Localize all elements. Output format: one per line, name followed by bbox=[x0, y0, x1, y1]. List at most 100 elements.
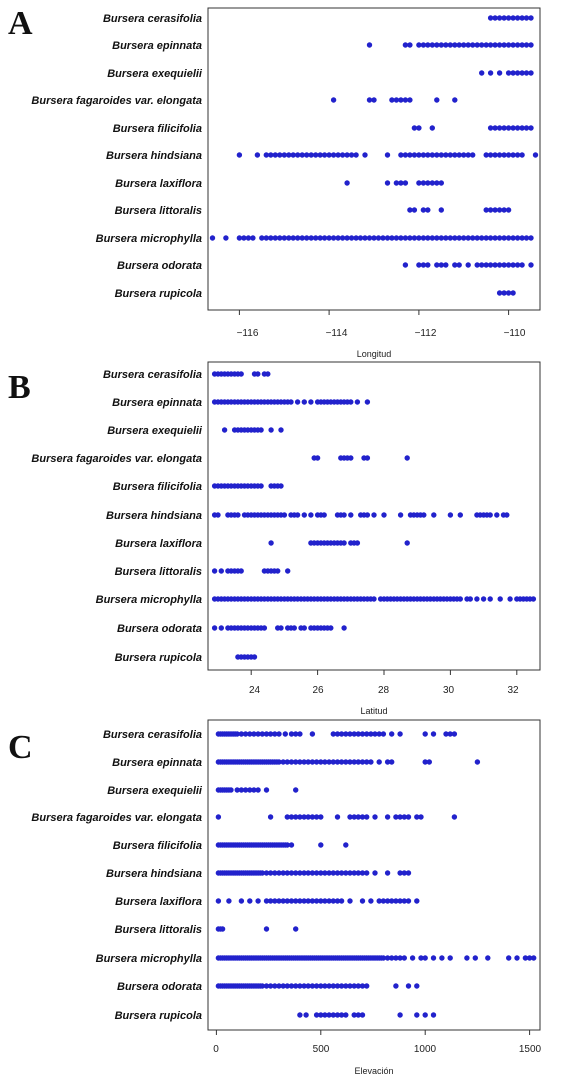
data-point bbox=[343, 983, 349, 989]
data-point bbox=[355, 731, 361, 737]
data-point bbox=[405, 898, 412, 904]
data-point bbox=[322, 870, 328, 876]
data-point bbox=[492, 15, 498, 21]
data-point bbox=[305, 983, 311, 989]
data-point bbox=[397, 955, 403, 961]
data-point bbox=[284, 842, 290, 848]
data-point bbox=[330, 731, 336, 737]
data-point bbox=[411, 152, 418, 158]
data-point bbox=[514, 235, 521, 241]
data-point bbox=[470, 152, 476, 158]
data-point bbox=[532, 152, 539, 158]
data-point bbox=[318, 814, 324, 820]
data-point bbox=[317, 235, 323, 241]
data-point bbox=[492, 262, 498, 268]
data-point bbox=[317, 152, 323, 158]
data-point bbox=[443, 235, 449, 241]
data-point bbox=[330, 759, 336, 765]
data-point bbox=[339, 235, 346, 241]
data-point bbox=[376, 759, 382, 765]
panel-c-y-tick-label: Bursera cerasifolia bbox=[103, 729, 202, 741]
data-point bbox=[351, 1012, 357, 1018]
data-point bbox=[372, 870, 378, 876]
data-point bbox=[293, 898, 299, 904]
data-point bbox=[313, 870, 320, 876]
data-point bbox=[416, 125, 422, 131]
data-point bbox=[301, 898, 307, 904]
data-point bbox=[451, 731, 458, 737]
data-point bbox=[376, 731, 382, 737]
data-point bbox=[293, 870, 299, 876]
data-point bbox=[364, 814, 370, 820]
data-point bbox=[263, 926, 270, 932]
data-point bbox=[267, 870, 274, 876]
data-point bbox=[351, 731, 357, 737]
data-point bbox=[263, 731, 270, 737]
data-point bbox=[451, 814, 458, 820]
panel-c-x-tick-label: 1500 bbox=[519, 1044, 542, 1055]
data-point bbox=[487, 15, 494, 21]
data-point bbox=[501, 235, 507, 241]
data-point bbox=[326, 235, 332, 241]
panel-a-y-tick-label: Bursera filicifolia bbox=[113, 123, 202, 135]
data-point bbox=[321, 512, 327, 518]
data-point bbox=[328, 625, 334, 631]
data-point bbox=[347, 759, 353, 765]
panel-a-y-tick-label: Bursera laxiflora bbox=[115, 178, 202, 190]
data-point bbox=[389, 731, 395, 737]
data-point bbox=[267, 983, 274, 989]
data-point bbox=[397, 870, 403, 876]
panel-b: B Bursera cerasifolia Bursera epinnata B… bbox=[8, 361, 541, 716]
data-point bbox=[355, 1012, 361, 1018]
data-point bbox=[293, 983, 299, 989]
data-point bbox=[393, 955, 399, 961]
data-point bbox=[523, 42, 530, 48]
data-point bbox=[330, 898, 336, 904]
data-point bbox=[309, 731, 316, 737]
data-point bbox=[348, 399, 354, 405]
data-point bbox=[456, 235, 462, 241]
data-point bbox=[364, 399, 371, 405]
data-point bbox=[280, 898, 286, 904]
data-point bbox=[335, 235, 341, 241]
data-point bbox=[359, 814, 366, 820]
data-point bbox=[371, 97, 377, 103]
data-point bbox=[343, 731, 349, 737]
data-point bbox=[443, 262, 449, 268]
data-point bbox=[457, 596, 463, 602]
panel-b-y-tick-label: Bursera rupicola bbox=[115, 652, 202, 664]
data-point bbox=[472, 955, 478, 961]
data-point bbox=[297, 759, 303, 765]
data-point bbox=[514, 955, 520, 961]
data-point bbox=[211, 568, 218, 574]
data-point bbox=[393, 898, 399, 904]
data-point bbox=[354, 399, 361, 405]
data-point bbox=[255, 731, 261, 737]
data-point bbox=[505, 152, 512, 158]
panel-b-y-tick-label: Bursera laxiflora bbox=[115, 538, 202, 550]
data-point bbox=[234, 731, 240, 737]
data-point bbox=[318, 983, 324, 989]
data-point bbox=[411, 235, 418, 241]
data-point bbox=[479, 262, 485, 268]
panel-a-x-tick-label: −110 bbox=[504, 328, 526, 339]
data-point bbox=[416, 152, 422, 158]
data-point bbox=[209, 235, 216, 241]
data-point bbox=[425, 235, 431, 241]
data-point bbox=[364, 870, 370, 876]
data-point bbox=[263, 787, 270, 793]
data-point bbox=[496, 42, 503, 48]
data-point bbox=[288, 898, 295, 904]
data-point bbox=[457, 512, 463, 518]
data-point bbox=[470, 42, 476, 48]
data-point bbox=[286, 152, 292, 158]
data-point bbox=[483, 235, 489, 241]
data-point bbox=[223, 235, 229, 241]
panel-c-x-axis-title: Elevación bbox=[354, 1066, 393, 1076]
data-point bbox=[286, 235, 292, 241]
data-point bbox=[301, 814, 307, 820]
data-point bbox=[474, 596, 480, 602]
data-point bbox=[398, 180, 404, 186]
data-point bbox=[359, 759, 366, 765]
data-point bbox=[290, 152, 296, 158]
